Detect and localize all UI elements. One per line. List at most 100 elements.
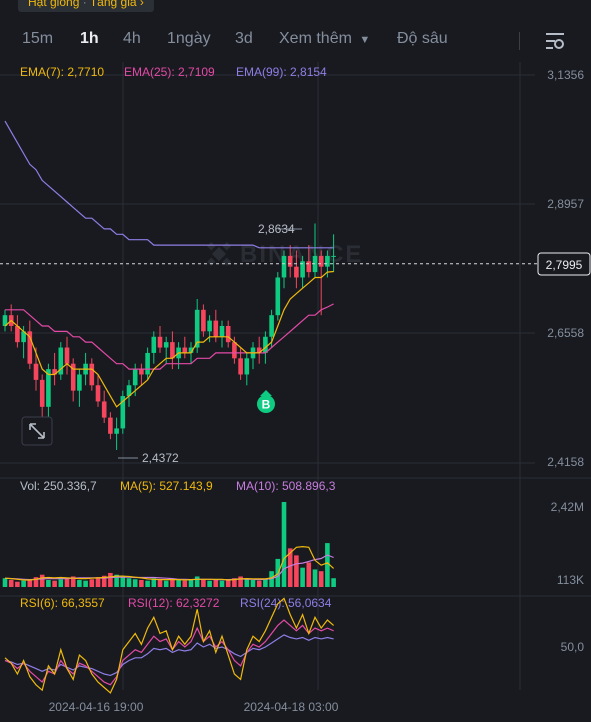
tab-3d[interactable]: 3d bbox=[235, 30, 253, 47]
candle-body bbox=[139, 369, 144, 375]
candle-body bbox=[46, 369, 51, 407]
tab-1h[interactable]: 1h bbox=[80, 30, 99, 47]
volume-bar bbox=[250, 579, 256, 587]
volume-bar bbox=[312, 569, 318, 587]
candle-body bbox=[27, 331, 33, 364]
volume-bar bbox=[157, 579, 163, 587]
candle-body bbox=[114, 428, 119, 434]
volume-bar bbox=[21, 580, 26, 587]
caret-down-icon: ▼ bbox=[359, 34, 371, 46]
volume-bar bbox=[331, 578, 336, 587]
volume-bar bbox=[139, 579, 144, 587]
ema7-legend: EMA(7): 2,7710 bbox=[20, 65, 104, 79]
price-tick-label: 3,1356 bbox=[547, 68, 584, 82]
volume-bar bbox=[182, 580, 188, 587]
volume-bar bbox=[83, 580, 88, 587]
candle-body bbox=[263, 336, 268, 353]
tab-divider bbox=[519, 32, 520, 50]
candle-body bbox=[275, 277, 281, 316]
candle-body bbox=[213, 320, 219, 337]
top-strip: Hạt giống · Tăng giá › bbox=[0, 0, 591, 16]
vol-ma10-line bbox=[4, 554, 334, 581]
time-tick-label: 2024-04-16 19:00 bbox=[49, 700, 144, 714]
ema99-line bbox=[4, 120, 334, 249]
candle-body bbox=[95, 385, 101, 402]
tab-15m[interactable]: 15m bbox=[22, 30, 54, 47]
high-label: 2,8634 bbox=[258, 222, 295, 236]
volume-bar bbox=[325, 543, 330, 587]
volume-bar bbox=[176, 579, 181, 587]
chevron-right-icon: › bbox=[139, 0, 144, 9]
volume-bar bbox=[126, 578, 132, 587]
ema7-line bbox=[4, 270, 334, 408]
volume-bar bbox=[27, 579, 33, 587]
expand-icon[interactable] bbox=[21, 416, 53, 446]
volume-bar bbox=[256, 580, 262, 587]
volume-bar bbox=[145, 580, 150, 587]
candle-body bbox=[2, 315, 8, 326]
timeframe-bar: 15m 1h 4h 1ngày 3d Xem thêm ▼ Độ sâu bbox=[0, 22, 591, 58]
volume-bar bbox=[114, 574, 119, 587]
volume-bar bbox=[263, 579, 268, 587]
volume-bar bbox=[120, 576, 126, 587]
tab-4h[interactable]: 4h bbox=[123, 30, 141, 47]
volume-bar bbox=[70, 576, 76, 587]
candle-body bbox=[306, 261, 312, 273]
volume-bar bbox=[89, 579, 95, 587]
volume-bars bbox=[2, 502, 336, 587]
candle-body bbox=[163, 342, 169, 348]
binance-logo bbox=[206, 241, 232, 267]
ema25-legend: EMA(25): 2,7109 bbox=[124, 65, 215, 79]
candle-body bbox=[132, 369, 138, 386]
candle-body bbox=[256, 347, 262, 353]
volume-bar bbox=[170, 579, 175, 587]
candle-body bbox=[244, 358, 250, 375]
tab-more[interactable]: Xem thêm ▼ bbox=[279, 30, 370, 48]
volume-bar bbox=[294, 555, 299, 587]
volume-bar bbox=[163, 580, 169, 587]
candle-body bbox=[39, 379, 45, 407]
ema-lines bbox=[4, 120, 334, 408]
candle-body bbox=[188, 347, 194, 353]
volume-bar bbox=[213, 579, 219, 587]
volume-legend: Vol: 250.336,7 bbox=[20, 479, 97, 493]
vol-ma5-legend: MA(5): 527.143,9 bbox=[120, 479, 213, 493]
volume-bar bbox=[8, 579, 14, 587]
ema99-legend: EMA(99): 2,8154 bbox=[236, 65, 327, 79]
tag-pill[interactable]: Hạt giống · Tăng giá › bbox=[18, 0, 154, 12]
tab-depth[interactable]: Độ sâu bbox=[397, 30, 448, 47]
candle-body bbox=[269, 315, 274, 337]
tab-more-label: Xem thêm bbox=[279, 30, 352, 47]
volume-bar bbox=[58, 579, 64, 587]
volume-bar bbox=[300, 567, 305, 587]
buy-marker-label: B bbox=[262, 398, 271, 412]
tab-1day[interactable]: 1ngày bbox=[167, 30, 211, 47]
volume-bar bbox=[188, 579, 194, 587]
candle-body bbox=[281, 255, 287, 278]
volume-bar bbox=[33, 577, 39, 587]
buy-marker-pointer bbox=[260, 390, 272, 396]
candle-body bbox=[64, 347, 70, 364]
volume-bar bbox=[306, 562, 312, 587]
rsi6-legend: RSI(6): 66,3557 bbox=[20, 596, 105, 610]
rsi-tick-label: 50,0 bbox=[561, 640, 585, 654]
buy-marker[interactable]: B bbox=[257, 390, 275, 413]
candle-body bbox=[225, 325, 231, 343]
volume-bar bbox=[225, 579, 231, 587]
candle-body bbox=[300, 261, 305, 278]
volume-bar bbox=[238, 576, 243, 587]
volume-bar bbox=[101, 575, 107, 587]
volume-bar bbox=[151, 578, 157, 587]
candle-body bbox=[108, 417, 113, 434]
volume-bar bbox=[2, 578, 8, 587]
candles bbox=[2, 223, 336, 450]
candle-body bbox=[331, 255, 336, 257]
candle-body bbox=[126, 385, 132, 397]
volume-bar bbox=[219, 580, 225, 587]
candle-body bbox=[52, 369, 57, 375]
volume-bar bbox=[194, 576, 200, 587]
settings-icon[interactable] bbox=[544, 30, 566, 52]
candle-body bbox=[182, 347, 188, 353]
candle-body bbox=[151, 336, 157, 353]
